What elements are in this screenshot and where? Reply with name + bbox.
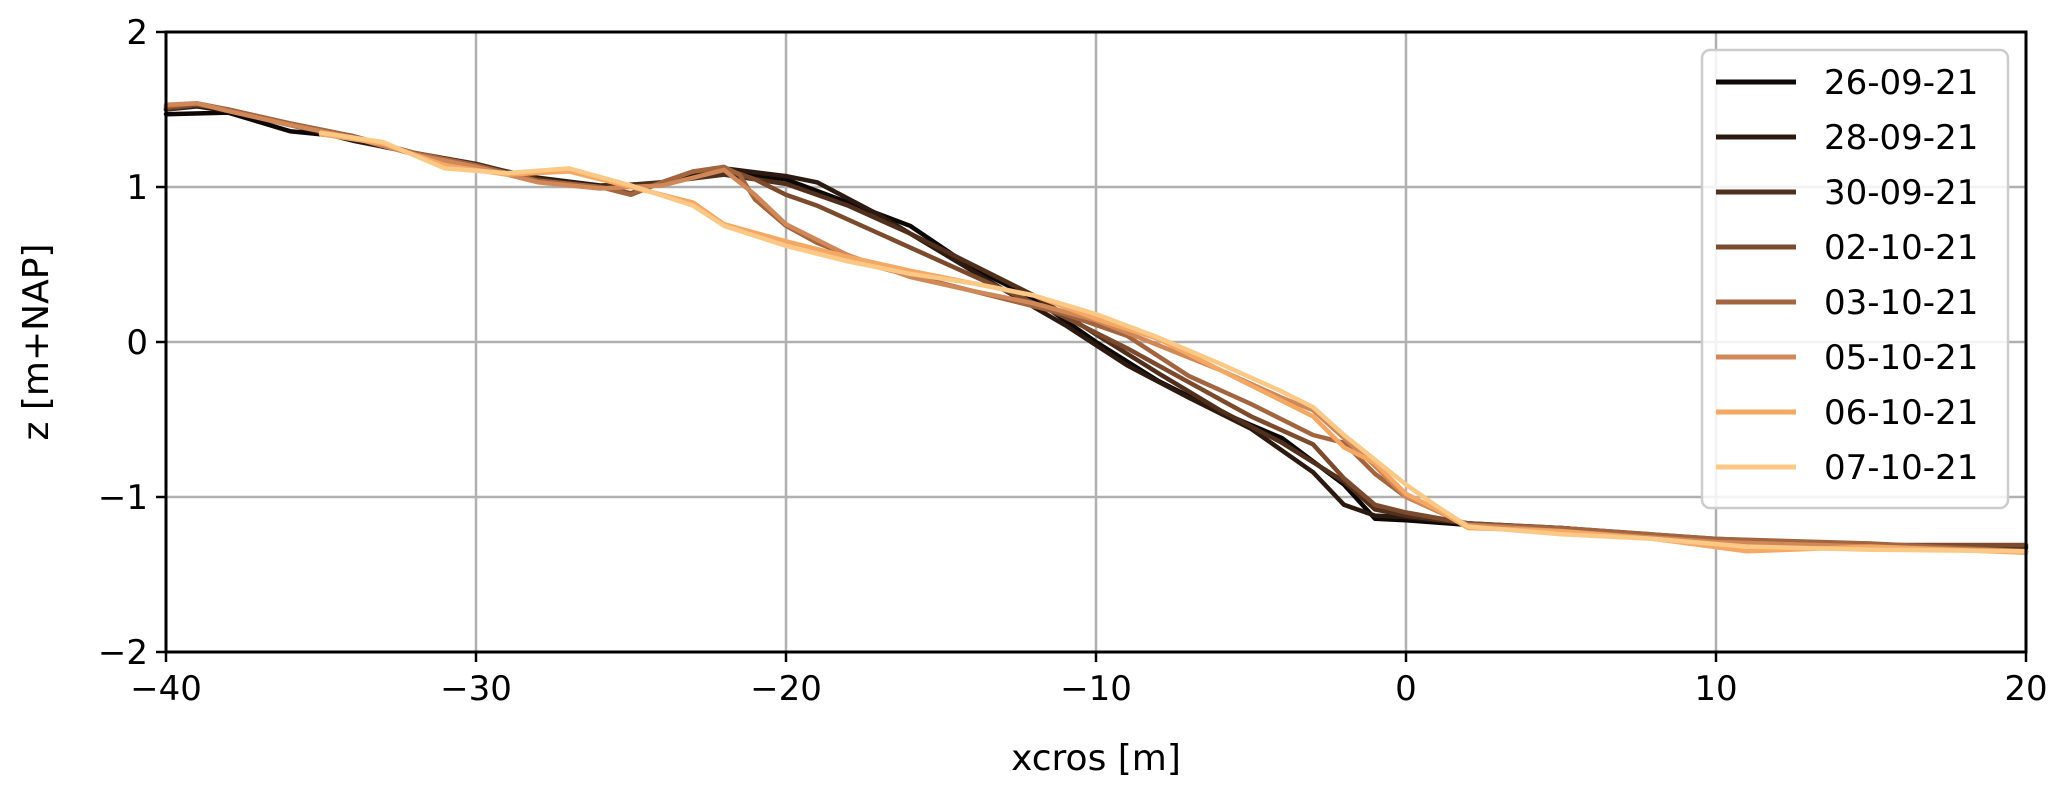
legend-label: 07-10-21 (1824, 448, 1978, 488)
x-tick-label: −40 (130, 669, 202, 709)
y-tick-label: −1 (98, 478, 148, 518)
x-tick-label: −10 (1060, 669, 1132, 709)
series-lines (163, 101, 2029, 556)
x-tick-label: −30 (440, 669, 512, 709)
x-axis-label: xcros [m] (1011, 738, 1181, 779)
legend-label: 28-09-21 (1824, 118, 1978, 158)
y-tick-label: 2 (126, 13, 148, 53)
y-tick-label: 0 (126, 323, 148, 363)
x-tick-label: −20 (750, 669, 822, 709)
legend-label: 26-09-21 (1824, 63, 1978, 103)
x-tick-label: 20 (2004, 669, 2047, 709)
legend: 26-09-21 28-09-21 30-09-21 02-10-21 03-10-21… (1700, 48, 2010, 510)
x-tick-label: 0 (1395, 669, 1417, 709)
legend-label: 30-09-21 (1824, 173, 1978, 213)
y-tick-label: 1 (126, 168, 148, 208)
series-line-07-10-21 (318, 130, 2029, 554)
y-tick-label: −2 (98, 633, 148, 673)
legend-label: 05-10-21 (1824, 338, 1978, 378)
legend-box (1700, 48, 2010, 510)
legend-label: 03-10-21 (1824, 283, 1978, 323)
x-tick-label: 10 (1694, 669, 1737, 709)
y-axis-label: z [m+NAP] (16, 244, 57, 441)
legend-label: 06-10-21 (1824, 393, 1978, 433)
legend-label: 02-10-21 (1824, 228, 1978, 268)
